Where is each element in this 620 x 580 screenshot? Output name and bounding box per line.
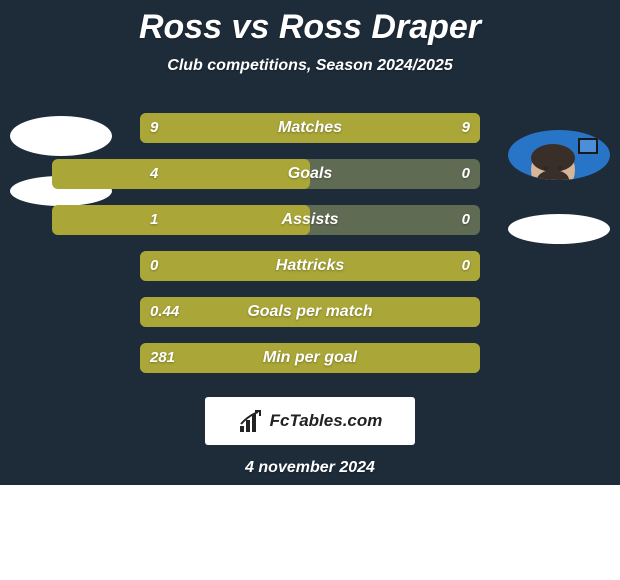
stat-bar-left: [52, 205, 310, 235]
stat-value-left: 0: [150, 251, 158, 281]
stat-row: Goals per match 0.44: [0, 297, 620, 327]
stat-value-left: 0.44: [150, 297, 179, 327]
stat-value-right: 0: [462, 205, 470, 235]
stat-value-left: 281: [150, 343, 175, 373]
fctables-text: FcTables.com: [270, 411, 383, 431]
stat-row: Goals 4 0: [0, 159, 620, 189]
stat-value-right: 9: [462, 113, 470, 143]
stat-value-left: 1: [150, 205, 158, 235]
stat-label: Goals: [288, 159, 332, 189]
stat-value-right: 0: [462, 251, 470, 281]
stat-label: Assists: [282, 205, 339, 235]
subtitle: Club competitions, Season 2024/2025: [167, 57, 452, 75]
stat-row: Matches 9 9: [0, 113, 620, 143]
fctables-badge[interactable]: FcTables.com: [205, 397, 415, 445]
stat-row: Hattricks 0 0: [0, 251, 620, 281]
stat-bar-left: [52, 159, 310, 189]
stat-value-left: 4: [150, 159, 158, 189]
stat-row: Min per goal 281: [0, 343, 620, 373]
page-title: Ross vs Ross Draper: [139, 8, 481, 47]
comparison-card: Ross vs Ross Draper Club competitions, S…: [0, 0, 620, 485]
stat-label: Hattricks: [276, 251, 344, 281]
stats-bars: Matches99Goals40Assists10Hattricks00Goal…: [0, 113, 620, 389]
stat-value-right: 0: [462, 159, 470, 189]
stat-row: Assists 1 0: [0, 205, 620, 235]
fctables-logo-icon: [238, 408, 264, 434]
stat-value-left: 9: [150, 113, 158, 143]
stat-label: Min per goal: [263, 343, 357, 373]
stat-label: Matches: [278, 113, 342, 143]
stat-label: Goals per match: [247, 297, 372, 327]
date-line: 4 november 2024: [245, 459, 375, 477]
